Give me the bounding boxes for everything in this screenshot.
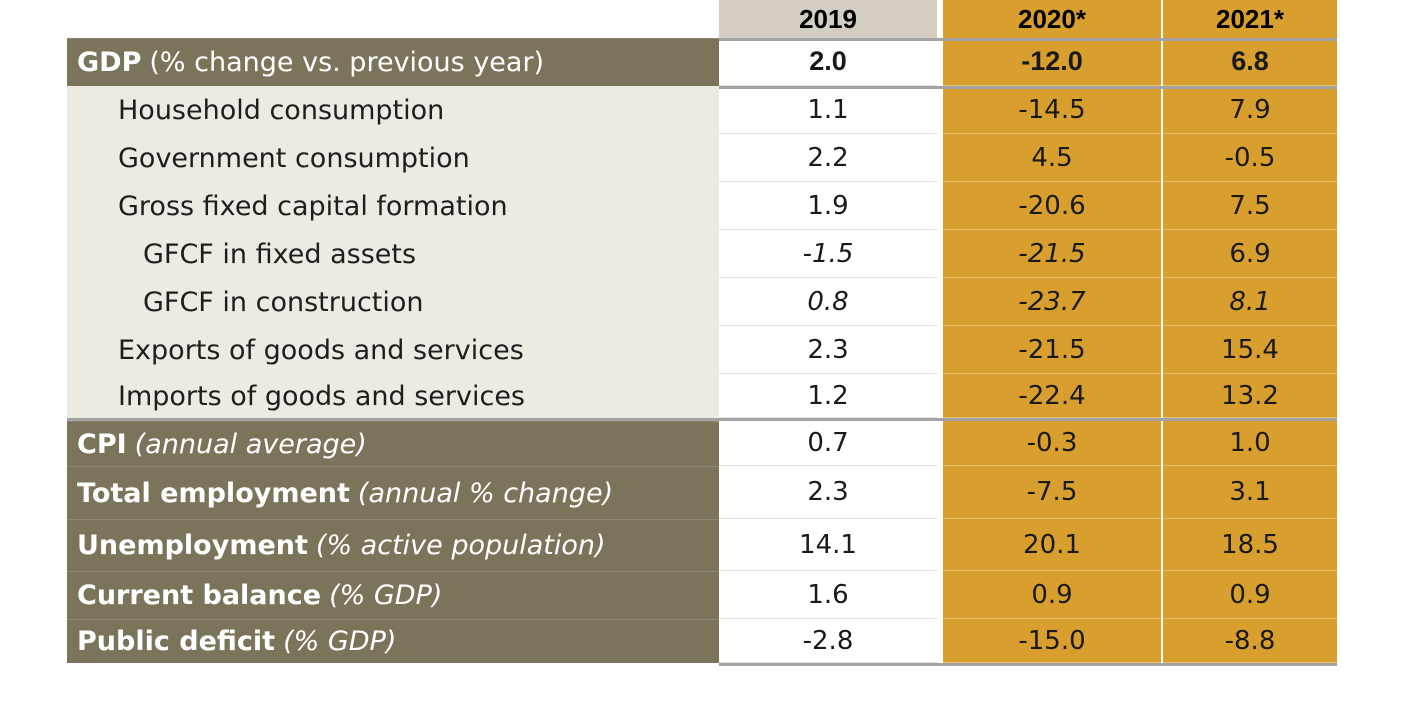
cell-2021: 0.9: [1163, 571, 1337, 619]
cell-2020: -14.5: [943, 86, 1161, 134]
cell-2020: -12.0: [943, 38, 1161, 86]
header-rule: [719, 38, 1337, 41]
table-row-public-deficit: Public deficit (% GDP) -2.8 -15.0 -8.8: [67, 619, 1337, 663]
cell-2021: 3.1: [1163, 466, 1337, 519]
cell-2021: 6.8: [1163, 38, 1337, 86]
table-row-cpi: CPI (annual average) 0.7 -0.3 1.0: [67, 421, 1337, 466]
cell-2019: 1.9: [719, 182, 937, 230]
table-row-gfcf: Gross fixed capital formation 1.9 -20.6 …: [67, 182, 1337, 230]
row-label-main: Current balance: [77, 580, 322, 611]
section-rule: [67, 418, 1337, 421]
cell-2019: -2.8: [719, 619, 937, 663]
table-row-gfcf-construction: GFCF in construction 0.8 -23.7 8.1: [67, 278, 1337, 326]
cell-2019: -1.5: [719, 230, 937, 278]
table-row-total-employment: Total employment (annual % change) 2.3 -…: [67, 466, 1337, 519]
table-row-unemployment: Unemployment (% active population) 14.1 …: [67, 519, 1337, 571]
row-label-qualifier: (annual % change): [357, 477, 614, 509]
bottom-rule: [719, 663, 1337, 666]
row-label: Public deficit (% GDP): [67, 619, 719, 663]
row-label: Gross fixed capital formation: [67, 182, 719, 230]
cell-2021: 1.0: [1163, 421, 1337, 466]
gdp-rule: [719, 86, 1337, 89]
table-row-household-consumption: Household consumption 1.1 -14.5 7.9: [67, 86, 1337, 134]
cell-2019: 1.6: [719, 571, 937, 619]
cell-2020: -21.5: [943, 326, 1161, 374]
cell-2019: 1.2: [719, 374, 937, 418]
cell-2019: 0.8: [719, 278, 937, 326]
column-header-2019: 2019: [719, 0, 937, 38]
cell-2021: -8.8: [1163, 619, 1337, 663]
row-label-main: CPI: [77, 428, 127, 460]
row-label: Total employment (annual % change): [67, 466, 719, 519]
row-label-qualifier: (% active population): [315, 530, 606, 561]
row-label-main: Unemployment: [77, 530, 308, 561]
cell-2020: -23.7: [943, 278, 1161, 326]
cell-2020: -20.6: [943, 182, 1161, 230]
cell-2021: 15.4: [1163, 326, 1337, 374]
cell-2021: 18.5: [1163, 519, 1337, 571]
row-label-qualifier: (% GDP): [283, 626, 397, 657]
cell-2020: 0.9: [943, 571, 1161, 619]
cell-2019: 0.7: [719, 421, 937, 466]
cell-2019: 2.3: [719, 326, 937, 374]
row-label: Exports of goods and services: [67, 326, 719, 374]
cell-2020: -21.5: [943, 230, 1161, 278]
cell-2021: 7.9: [1163, 86, 1337, 134]
cell-2020: -15.0: [943, 619, 1161, 663]
table-row-gdp: GDP (% change vs. previous year) 2.0 -12…: [67, 38, 1337, 86]
cell-2020: -7.5: [943, 466, 1161, 519]
cell-2021: 7.5: [1163, 182, 1337, 230]
table-row-current-balance: Current balance (% GDP) 1.6 0.9 0.9: [67, 571, 1337, 619]
cell-2019: 2.0: [719, 38, 937, 86]
column-header-2020: 2020*: [943, 0, 1161, 38]
row-label: GFCF in construction: [67, 278, 719, 326]
row-label: Current balance (% GDP): [67, 571, 719, 619]
table-row-exports: Exports of goods and services 2.3 -21.5 …: [67, 326, 1337, 374]
row-label: CPI (annual average): [67, 421, 719, 466]
cell-2019: 1.1: [719, 86, 937, 134]
cell-2019: 14.1: [719, 519, 937, 571]
table-row-imports: Imports of goods and services 1.2 -22.4 …: [67, 374, 1337, 418]
row-label-qualifier: (annual average): [134, 428, 367, 460]
row-label: Unemployment (% active population): [67, 519, 719, 571]
cell-2020: 4.5: [943, 134, 1161, 182]
row-label-qualifier: (% change vs. previous year): [149, 47, 545, 78]
table-row-gfcf-fixed-assets: GFCF in fixed assets -1.5 -21.5 6.9: [67, 230, 1337, 278]
cell-2020: -0.3: [943, 421, 1161, 466]
table-row-government-consumption: Government consumption 2.2 4.5 -0.5: [67, 134, 1337, 182]
cell-2021: 13.2: [1163, 374, 1337, 418]
row-label: Imports of goods and services: [67, 374, 719, 418]
row-label: Household consumption: [67, 86, 719, 134]
cell-2020: -22.4: [943, 374, 1161, 418]
row-label: GFCF in fixed assets: [67, 230, 719, 278]
cell-2021: 8.1: [1163, 278, 1337, 326]
row-label: Government consumption: [67, 134, 719, 182]
cell-2021: -0.5: [1163, 134, 1337, 182]
row-label-main: Total employment: [77, 477, 350, 509]
row-label-main: GDP: [77, 47, 142, 78]
cell-2019: 2.3: [719, 466, 937, 519]
row-label-qualifier: (% GDP): [329, 580, 443, 611]
row-label: GDP (% change vs. previous year): [67, 38, 719, 86]
cell-2020: 20.1: [943, 519, 1161, 571]
column-header-2021: 2021*: [1163, 0, 1337, 38]
cell-2021: 6.9: [1163, 230, 1337, 278]
row-label-main: Public deficit: [77, 626, 276, 657]
cell-2019: 2.2: [719, 134, 937, 182]
